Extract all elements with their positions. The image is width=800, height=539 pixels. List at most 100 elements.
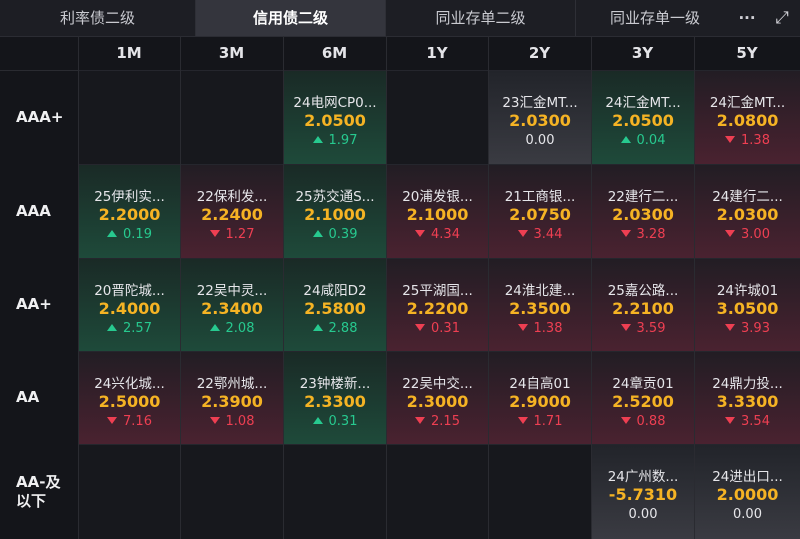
bond-change: 1.97 bbox=[328, 133, 358, 148]
bond-yield: 2.1000 bbox=[406, 205, 469, 224]
expand-icon[interactable]: ⤢ bbox=[775, 8, 789, 28]
triangle-down-icon bbox=[725, 417, 736, 424]
change-row: 0.00 bbox=[489, 133, 591, 148]
bond-change: 0.00 bbox=[628, 507, 658, 522]
triangle-down-icon bbox=[209, 230, 220, 237]
bond-change: 3.00 bbox=[741, 227, 770, 242]
tab-rate-bond-secondary[interactable]: 利率债二级 bbox=[0, 0, 196, 36]
change-row: 3.00 bbox=[695, 227, 800, 242]
bond-cell[interactable]: 24兴化城... 2.5000 7.16 bbox=[78, 351, 180, 444]
bond-cell[interactable]: 22吴中灵... 2.3400 2.08 bbox=[180, 258, 283, 351]
empty-cell bbox=[78, 70, 180, 164]
bond-cell[interactable]: 24进出口... 2.0000 0.00 bbox=[694, 444, 800, 539]
triangle-up-icon bbox=[620, 136, 631, 143]
bond-cell[interactable]: 24建行二... 2.0300 3.00 bbox=[694, 164, 800, 258]
bond-name: 24许城01 bbox=[716, 283, 779, 299]
yield-matrix: 1M 3M 6M 1Y 2Y 3Y 5Y AAA+ 24电网CP0... 2.0500 1.97 23… bbox=[0, 36, 800, 539]
bond-change: 0.19 bbox=[123, 227, 152, 242]
triangle-down-icon bbox=[517, 230, 528, 237]
bond-name: 23钟楼新... bbox=[299, 376, 371, 392]
tab-ncd-primary[interactable]: 同业存单一级 bbox=[609, 9, 700, 27]
bond-yield: 2.3500 bbox=[509, 299, 571, 318]
triangle-down-icon bbox=[415, 417, 426, 424]
change-row: 0.88 bbox=[592, 414, 694, 429]
bond-change: 2.88 bbox=[328, 321, 358, 336]
change-row: 2.08 bbox=[181, 321, 283, 336]
bond-yield: 3.0500 bbox=[716, 299, 779, 318]
triangle-down-icon bbox=[725, 230, 736, 237]
bond-cell[interactable]: 20浦发银... 2.1000 4.34 bbox=[386, 164, 488, 258]
row-label: AA-及 以下 bbox=[16, 472, 61, 510]
change-row: 3.59 bbox=[592, 321, 694, 336]
bond-cell[interactable]: 24广州数... -5.7310 0.00 bbox=[591, 444, 694, 539]
bond-cell[interactable]: 25平湖国... 2.2200 0.31 bbox=[386, 258, 488, 351]
triangle-down-icon bbox=[725, 324, 736, 331]
bond-cell[interactable]: 24许城01 3.0500 3.93 bbox=[694, 258, 800, 351]
change-row: 0.00 bbox=[695, 507, 800, 522]
bond-yield: 2.0000 bbox=[716, 485, 779, 504]
bond-yield: 2.3900 bbox=[201, 392, 263, 411]
bond-name: 20晋陀城... bbox=[94, 283, 165, 299]
more-icon[interactable]: ··· bbox=[738, 9, 756, 27]
tab-ncd-secondary[interactable]: 同业存单二级 bbox=[386, 0, 576, 36]
bond-yield: 2.3000 bbox=[406, 392, 469, 411]
change-row: 0.31 bbox=[387, 321, 488, 336]
bond-cell[interactable]: 22建行二... 2.0300 3.28 bbox=[591, 164, 694, 258]
column-header: 3M bbox=[218, 44, 245, 62]
triangle-down-icon bbox=[517, 324, 528, 331]
bond-yield: 2.2100 bbox=[612, 299, 674, 318]
bond-cell[interactable]: 24咸阳D2 2.5800 2.88 bbox=[283, 258, 386, 351]
bond-name: 24淮北建... bbox=[504, 283, 576, 299]
bond-cell[interactable]: 24汇金MT... 2.0500 0.04 bbox=[591, 70, 694, 164]
bond-name: 24兴化城... bbox=[94, 376, 165, 392]
column-divider bbox=[386, 36, 387, 539]
triangle-down-icon bbox=[107, 417, 118, 424]
tab-credit-bond-secondary[interactable]: 信用债二级 bbox=[196, 0, 386, 36]
bond-change: 0.31 bbox=[328, 414, 358, 429]
bond-cell[interactable]: 24鼎力投... 3.3300 3.54 bbox=[694, 351, 800, 444]
column-header: 2Y bbox=[528, 44, 551, 62]
bond-cell[interactable]: 23钟楼新... 2.3300 0.31 bbox=[283, 351, 386, 444]
bond-cell[interactable]: 24淮北建... 2.3500 1.38 bbox=[488, 258, 591, 351]
bond-yield: 2.0300 bbox=[716, 205, 779, 224]
triangle-up-icon bbox=[312, 230, 323, 237]
bond-cell[interactable]: 24章贡01 2.5200 0.88 bbox=[591, 351, 694, 444]
bond-cell[interactable]: 24电网CP0... 2.0500 1.97 bbox=[283, 70, 386, 164]
change-row: 1.27 bbox=[181, 227, 283, 242]
bond-change: 7.16 bbox=[123, 414, 152, 429]
bond-name: 22鄂州城... bbox=[196, 376, 268, 392]
empty-cell bbox=[78, 444, 180, 539]
bond-name: 24自高01 bbox=[509, 376, 571, 392]
column-divider bbox=[488, 36, 489, 539]
column-divider bbox=[591, 36, 592, 539]
bond-change: 0.39 bbox=[328, 227, 358, 242]
bond-cell[interactable]: 22保利发... 2.2400 1.27 bbox=[180, 164, 283, 258]
bond-name: 22吴中交... bbox=[402, 376, 473, 392]
bond-cell[interactable]: 24自高01 2.9000 1.71 bbox=[488, 351, 591, 444]
bond-change: 1.27 bbox=[225, 227, 255, 242]
change-row: 0.31 bbox=[284, 414, 386, 429]
bond-name: 24汇金MT... bbox=[709, 95, 786, 111]
bond-name: 22吴中灵... bbox=[196, 283, 268, 299]
change-row: 0.39 bbox=[284, 227, 386, 242]
bond-cell[interactable]: 25伊利实... 2.2000 0.19 bbox=[78, 164, 180, 258]
bond-cell[interactable]: 22吴中交... 2.3000 2.15 bbox=[386, 351, 488, 444]
triangle-up-icon bbox=[312, 324, 323, 331]
bond-yield: 2.5000 bbox=[98, 392, 161, 411]
bond-yield: 2.5800 bbox=[304, 299, 366, 318]
empty-cell bbox=[488, 444, 591, 539]
bond-cell[interactable]: 25苏交通S... 2.1000 0.39 bbox=[283, 164, 386, 258]
bond-name: 22建行二... bbox=[607, 189, 679, 205]
bond-change: 3.44 bbox=[533, 227, 563, 242]
bond-cell[interactable]: 25嘉公路... 2.2100 3.59 bbox=[591, 258, 694, 351]
bond-cell[interactable]: 20晋陀城... 2.4000 2.57 bbox=[78, 258, 180, 351]
bond-cell[interactable]: 21工商银... 2.0750 3.44 bbox=[488, 164, 591, 258]
row-label: AA bbox=[16, 388, 40, 406]
bond-cell[interactable]: 24汇金MT... 2.0800 1.38 bbox=[694, 70, 800, 164]
triangle-down-icon bbox=[620, 230, 631, 237]
bond-name: 23汇金MT... bbox=[502, 95, 578, 111]
empty-cell bbox=[180, 70, 283, 164]
bond-cell[interactable]: 23汇金MT... 2.0300 0.00 bbox=[488, 70, 591, 164]
bond-cell[interactable]: 22鄂州城... 2.3900 1.08 bbox=[180, 351, 283, 444]
triangle-down-icon bbox=[620, 324, 631, 331]
